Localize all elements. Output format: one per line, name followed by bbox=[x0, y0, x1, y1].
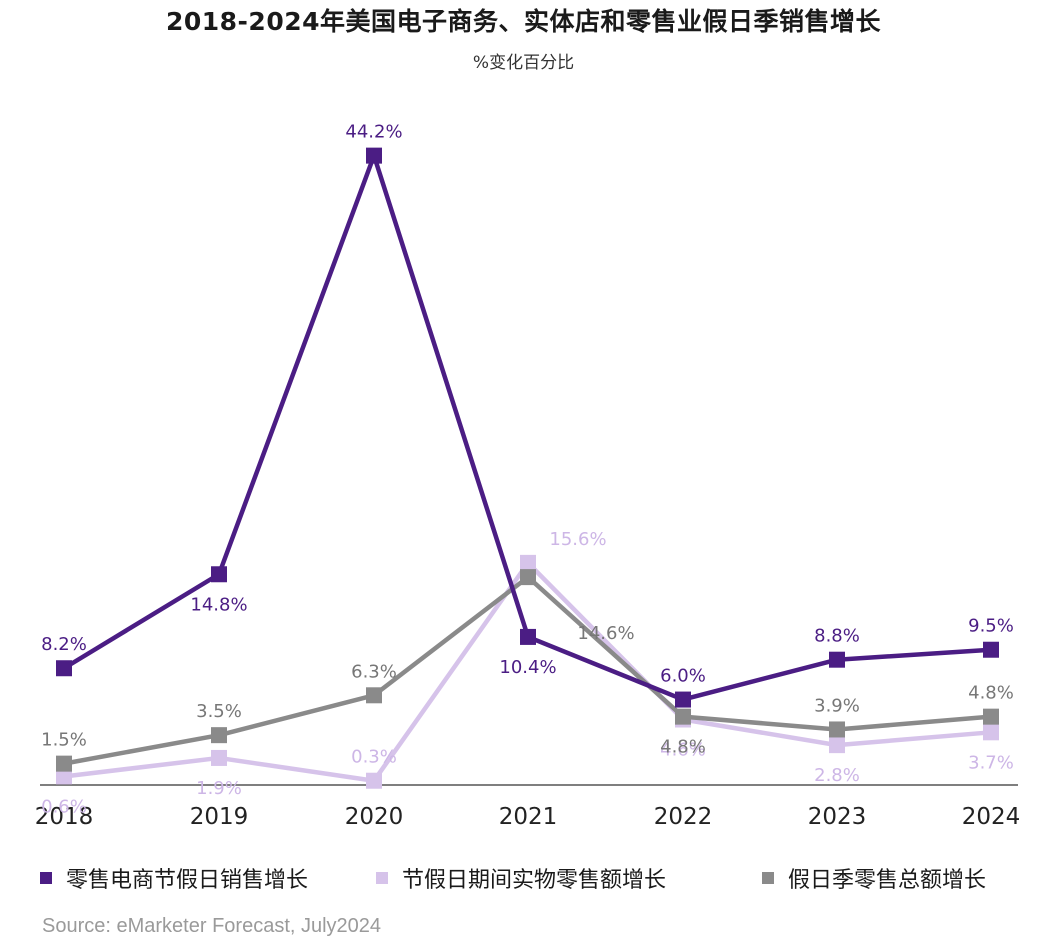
data-label-physical: 4.6% bbox=[660, 740, 706, 761]
data-label-physical: 15.6% bbox=[549, 529, 606, 550]
data-label-total: 6.3% bbox=[351, 661, 397, 682]
data-label-physical: 1.9% bbox=[196, 778, 242, 799]
x-tick-label: 2023 bbox=[808, 804, 867, 830]
data-point-physical bbox=[56, 768, 72, 785]
data-label-ecommerce: 6.0% bbox=[660, 666, 706, 687]
data-label-ecommerce: 8.8% bbox=[814, 626, 860, 647]
series-line-ecommerce bbox=[62, 153, 992, 702]
line-chart: 2018 2019 2020 2021 2022 2023 2024 0.6% 1.9% 0.3%… bbox=[35, 122, 1021, 830]
data-point-total bbox=[983, 708, 999, 725]
data-point-ecommerce bbox=[366, 147, 382, 164]
data-label-total: 14.6% bbox=[577, 623, 634, 644]
data-label-ecommerce: 8.2% bbox=[41, 634, 87, 655]
data-label-physical: 0.6% bbox=[41, 796, 87, 817]
data-point-ecommerce bbox=[829, 651, 845, 668]
x-tick-label: 2022 bbox=[654, 804, 713, 830]
x-tick-label: 2019 bbox=[190, 804, 249, 830]
legend-item-physical: 节假日期间实物零售额增长 bbox=[376, 862, 666, 894]
data-label-ecommerce: 10.4% bbox=[499, 657, 556, 678]
data-point-physical bbox=[366, 772, 382, 789]
legend-swatch-total bbox=[762, 872, 774, 884]
legend-label-ecommerce: 零售电商节假日销售增长 bbox=[66, 868, 309, 893]
data-point-physical bbox=[211, 749, 227, 766]
data-label-ecommerce: 44.2% bbox=[345, 122, 402, 143]
data-label-total: 4.8% bbox=[968, 683, 1014, 704]
chart-subtitle: %变化百分比 bbox=[472, 53, 575, 73]
data-label-physical: 3.7% bbox=[968, 752, 1014, 773]
source-note: Source: eMarketer Forecast, July2024 bbox=[42, 915, 382, 937]
x-tick-label: 2024 bbox=[962, 804, 1021, 830]
x-tick-label: 2020 bbox=[345, 804, 404, 830]
data-point-ecommerce bbox=[56, 660, 72, 677]
legend-label-physical: 节假日期间实物零售额增长 bbox=[402, 868, 667, 893]
legend-swatch-physical bbox=[376, 872, 388, 884]
data-label-ecommerce: 14.8% bbox=[190, 594, 247, 615]
legend-swatch-ecommerce bbox=[40, 872, 52, 884]
data-point-total bbox=[675, 708, 691, 725]
legend-item-ecommerce: 零售电商节假日销售增长 bbox=[40, 862, 308, 894]
data-label-total: 1.5% bbox=[41, 730, 87, 751]
data-point-physical bbox=[829, 737, 845, 754]
data-point-total bbox=[211, 727, 227, 744]
data-point-physical bbox=[520, 554, 536, 571]
data-point-physical bbox=[983, 724, 999, 741]
x-tick-label: 2018 bbox=[35, 804, 94, 830]
data-point-total bbox=[366, 687, 382, 704]
data-label-total: 3.5% bbox=[196, 701, 242, 722]
legend-label-total: 假日季零售总额增长 bbox=[788, 868, 987, 893]
data-label-physical: 2.8% bbox=[814, 765, 860, 786]
chart-title: 2018-2024年美国电子商务、实体店和零售业假日季销售增长 bbox=[165, 7, 882, 36]
data-label-total: 3.9% bbox=[814, 695, 860, 716]
data-point-total bbox=[520, 569, 536, 586]
data-label-ecommerce: 9.5% bbox=[968, 616, 1014, 637]
data-point-total bbox=[829, 721, 845, 738]
data-point-ecommerce bbox=[211, 566, 227, 583]
data-label-physical: 0.3% bbox=[351, 747, 397, 768]
data-label-total: 4.8% bbox=[660, 737, 706, 758]
data-point-total bbox=[56, 755, 72, 772]
data-point-ecommerce bbox=[520, 628, 536, 645]
x-tick-label: 2021 bbox=[499, 804, 558, 830]
data-point-ecommerce bbox=[983, 641, 999, 658]
legend-item-total: 假日季零售总额增长 bbox=[762, 862, 986, 894]
data-point-ecommerce bbox=[675, 691, 691, 708]
